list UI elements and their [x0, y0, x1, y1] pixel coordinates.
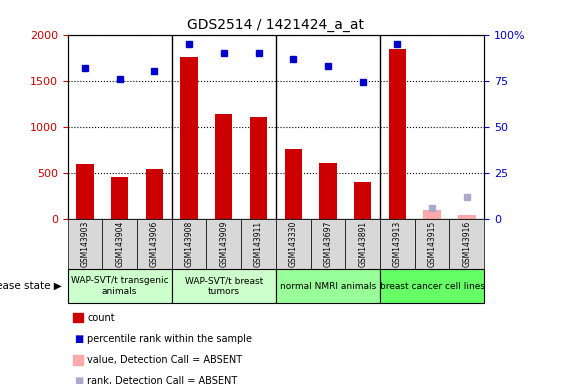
Text: GSM143915: GSM143915: [428, 221, 436, 267]
Text: percentile rank within the sample: percentile rank within the sample: [87, 334, 252, 344]
Text: disease state ▶: disease state ▶: [0, 281, 62, 291]
Text: normal NMRI animals: normal NMRI animals: [280, 281, 376, 291]
Text: WAP-SVT/t breast
tumors: WAP-SVT/t breast tumors: [185, 276, 263, 296]
Bar: [111, 177, 128, 219]
Bar: [76, 164, 93, 219]
Bar: [146, 169, 163, 219]
Text: GSM143330: GSM143330: [289, 221, 298, 267]
Text: GSM143913: GSM143913: [393, 221, 402, 267]
Bar: [180, 57, 198, 219]
Bar: [215, 114, 233, 219]
Text: breast cancer cell lines: breast cancer cell lines: [379, 281, 485, 291]
Text: GSM143906: GSM143906: [150, 221, 159, 267]
Text: ■: ■: [74, 376, 83, 384]
Text: GSM143908: GSM143908: [185, 221, 194, 267]
Text: GSM143916: GSM143916: [462, 221, 471, 267]
Text: GSM143911: GSM143911: [254, 221, 263, 267]
Title: GDS2514 / 1421424_a_at: GDS2514 / 1421424_a_at: [187, 18, 364, 32]
Bar: [458, 215, 476, 219]
Text: GSM143697: GSM143697: [324, 221, 332, 267]
Text: ■: ■: [74, 334, 83, 344]
Text: GSM143909: GSM143909: [220, 221, 228, 267]
Bar: [319, 163, 337, 219]
Text: GSM143891: GSM143891: [358, 221, 367, 267]
Text: GSM143904: GSM143904: [115, 221, 124, 267]
Text: rank, Detection Call = ABSENT: rank, Detection Call = ABSENT: [87, 376, 238, 384]
Text: GSM143903: GSM143903: [81, 221, 90, 267]
Bar: [423, 210, 441, 219]
Text: value, Detection Call = ABSENT: value, Detection Call = ABSENT: [87, 355, 243, 365]
Text: count: count: [87, 313, 115, 323]
Text: WAP-SVT/t transgenic
animals: WAP-SVT/t transgenic animals: [71, 276, 168, 296]
Bar: [250, 117, 267, 219]
Bar: [284, 149, 302, 219]
Bar: [388, 49, 406, 219]
Bar: [354, 182, 372, 219]
